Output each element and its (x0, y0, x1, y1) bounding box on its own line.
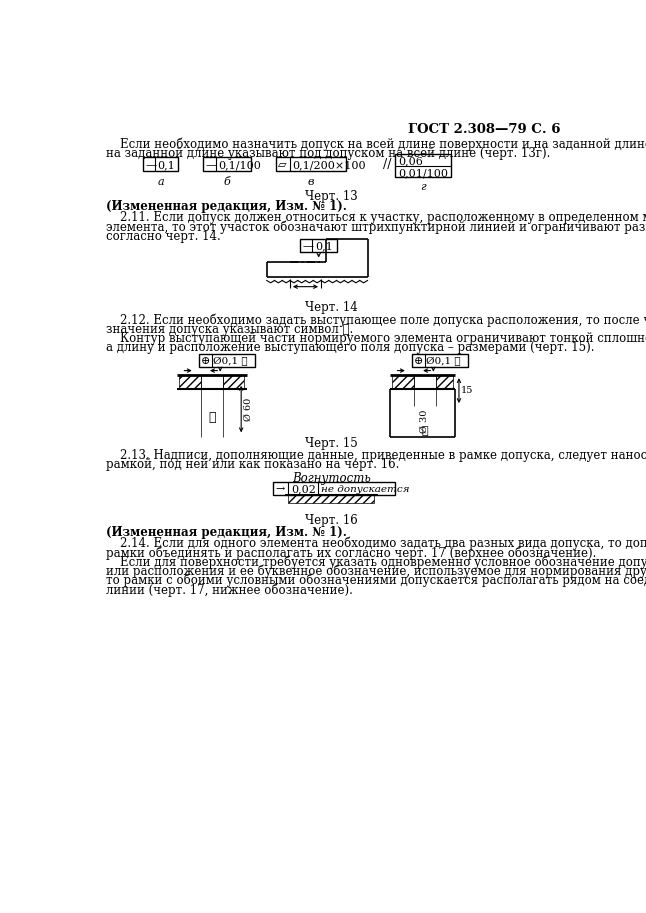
Bar (179, 375, 201, 389)
Bar (203, 157, 251, 171)
Text: 0,1: 0,1 (158, 161, 175, 171)
Bar (395, 154, 451, 177)
Text: 0,1: 0,1 (315, 241, 333, 251)
Text: Ⓟ: Ⓟ (208, 411, 216, 424)
Bar (200, 353, 255, 367)
Bar (273, 482, 395, 496)
Text: →: → (275, 485, 285, 495)
Bar (435, 375, 453, 389)
Text: Ⓟ: Ⓟ (422, 425, 428, 436)
Text: Черт. 14: Черт. 14 (305, 300, 357, 313)
Text: 2.14. Если для одного элемента необходимо задать два разных вида допуска, то доп: 2.14. Если для одного элемента необходим… (120, 537, 646, 551)
Text: согласно черт. 14.: согласно черт. 14. (105, 230, 220, 243)
Text: 0,06: 0,06 (399, 156, 423, 166)
Text: Ø0,1 Ⓟ: Ø0,1 Ⓟ (213, 356, 248, 365)
Text: 0,01/100: 0,01/100 (399, 168, 448, 178)
Text: то рамки с обоими условными обозначениями допускается располагать рядом на соеди: то рамки с обоими условными обозначениям… (105, 574, 646, 587)
Text: Черт. 15: Черт. 15 (305, 436, 357, 450)
Text: 2.12. Если необходимо задать выступающее поле допуска расположения, то после чис: 2.12. Если необходимо задать выступающее… (120, 313, 646, 327)
Text: ⊕: ⊕ (414, 356, 423, 366)
Text: 15: 15 (461, 386, 474, 395)
Bar (392, 375, 414, 389)
Text: Если необходимо назначить допуск на всей длине поверхности и на заданной длине, : Если необходимо назначить допуск на всей… (120, 137, 646, 151)
Bar (276, 157, 346, 171)
Text: элемента, то этот участок обозначают штрихпунктирной линией и ограничивают разме: элемента, то этот участок обозначают штр… (105, 220, 646, 234)
Text: б: б (224, 177, 231, 187)
Text: Ø0,1 Ⓟ: Ø0,1 Ⓟ (426, 356, 461, 365)
Text: 2.13. Надписи, дополняющие данные, приведенные в рамке допуска, следует наносить: 2.13. Надписи, дополняющие данные, приве… (120, 449, 646, 462)
Text: 0,02: 0,02 (291, 485, 317, 495)
Text: а длину и расположение выступающего поля допуска – размерами (черт. 15).: а длину и расположение выступающего поля… (105, 341, 594, 354)
Text: в: в (307, 177, 314, 187)
Text: рамкой, под ней или как показано на черт. 16.: рамкой, под ней или как показано на черт… (105, 458, 399, 471)
Text: линии (черт. 17, нижнее обозначение).: линии (черт. 17, нижнее обозначение). (105, 583, 353, 596)
Text: Черт. 13: Черт. 13 (305, 190, 357, 203)
Bar (223, 375, 244, 389)
Text: на заданной длине указывают под допуском на всей длине (черт. 13г).: на заданной длине указывают под допуском… (105, 146, 550, 160)
Bar (289, 496, 373, 503)
Text: ▱: ▱ (278, 160, 286, 170)
Text: (Измененная редакция, Изм. № 1).: (Измененная редакция, Изм. № 1). (105, 201, 346, 214)
Text: Контур выступающей части нормируемого элемента ограничивают тонкой сплошной лини: Контур выступающей части нормируемого эл… (120, 332, 646, 345)
Bar (300, 239, 337, 252)
Text: Ø 60: Ø 60 (244, 397, 253, 421)
Text: значения допуска указывают символ Ⓟ.: значения допуска указывают символ Ⓟ. (105, 323, 353, 336)
Text: ⊕: ⊕ (201, 356, 210, 366)
Text: —: — (145, 161, 156, 171)
Text: Если для поверхности требуется указать одновременно условное обозначение допуска: Если для поверхности требуется указать о… (120, 555, 646, 569)
Text: (Измененная редакция, Изм. № 1).: (Измененная редакция, Изм. № 1). (105, 526, 346, 540)
Text: Вогнутость: Вогнутость (292, 472, 370, 485)
Bar (412, 353, 468, 367)
Text: //: // (383, 158, 391, 171)
Text: или расположения и ее буквенное обозначение, используемое для нормирования друго: или расположения и ее буквенное обозначе… (105, 564, 646, 578)
Text: не допускается: не допускается (321, 485, 410, 494)
Text: г: г (421, 182, 426, 192)
Text: —: — (302, 241, 313, 251)
Text: 0,1/100: 0,1/100 (218, 161, 261, 171)
Text: —: — (205, 161, 216, 171)
Text: Черт. 16: Черт. 16 (305, 514, 357, 527)
Text: а: а (157, 177, 164, 187)
Text: Ø 30: Ø 30 (421, 410, 430, 433)
Text: рамки объединять и располагать их согласно черт. 17 (верхнее обозначение).: рамки объединять и располагать их соглас… (105, 546, 596, 560)
Text: 0,1/200×100: 0,1/200×100 (293, 161, 366, 171)
Text: 2.11. Если допуск должен относиться к участку, расположенному в определенном мес: 2.11. Если допуск должен относиться к уч… (120, 211, 646, 225)
Bar (143, 157, 178, 171)
Text: ГОСТ 2.308—79 С. 6: ГОСТ 2.308—79 С. 6 (408, 123, 560, 136)
